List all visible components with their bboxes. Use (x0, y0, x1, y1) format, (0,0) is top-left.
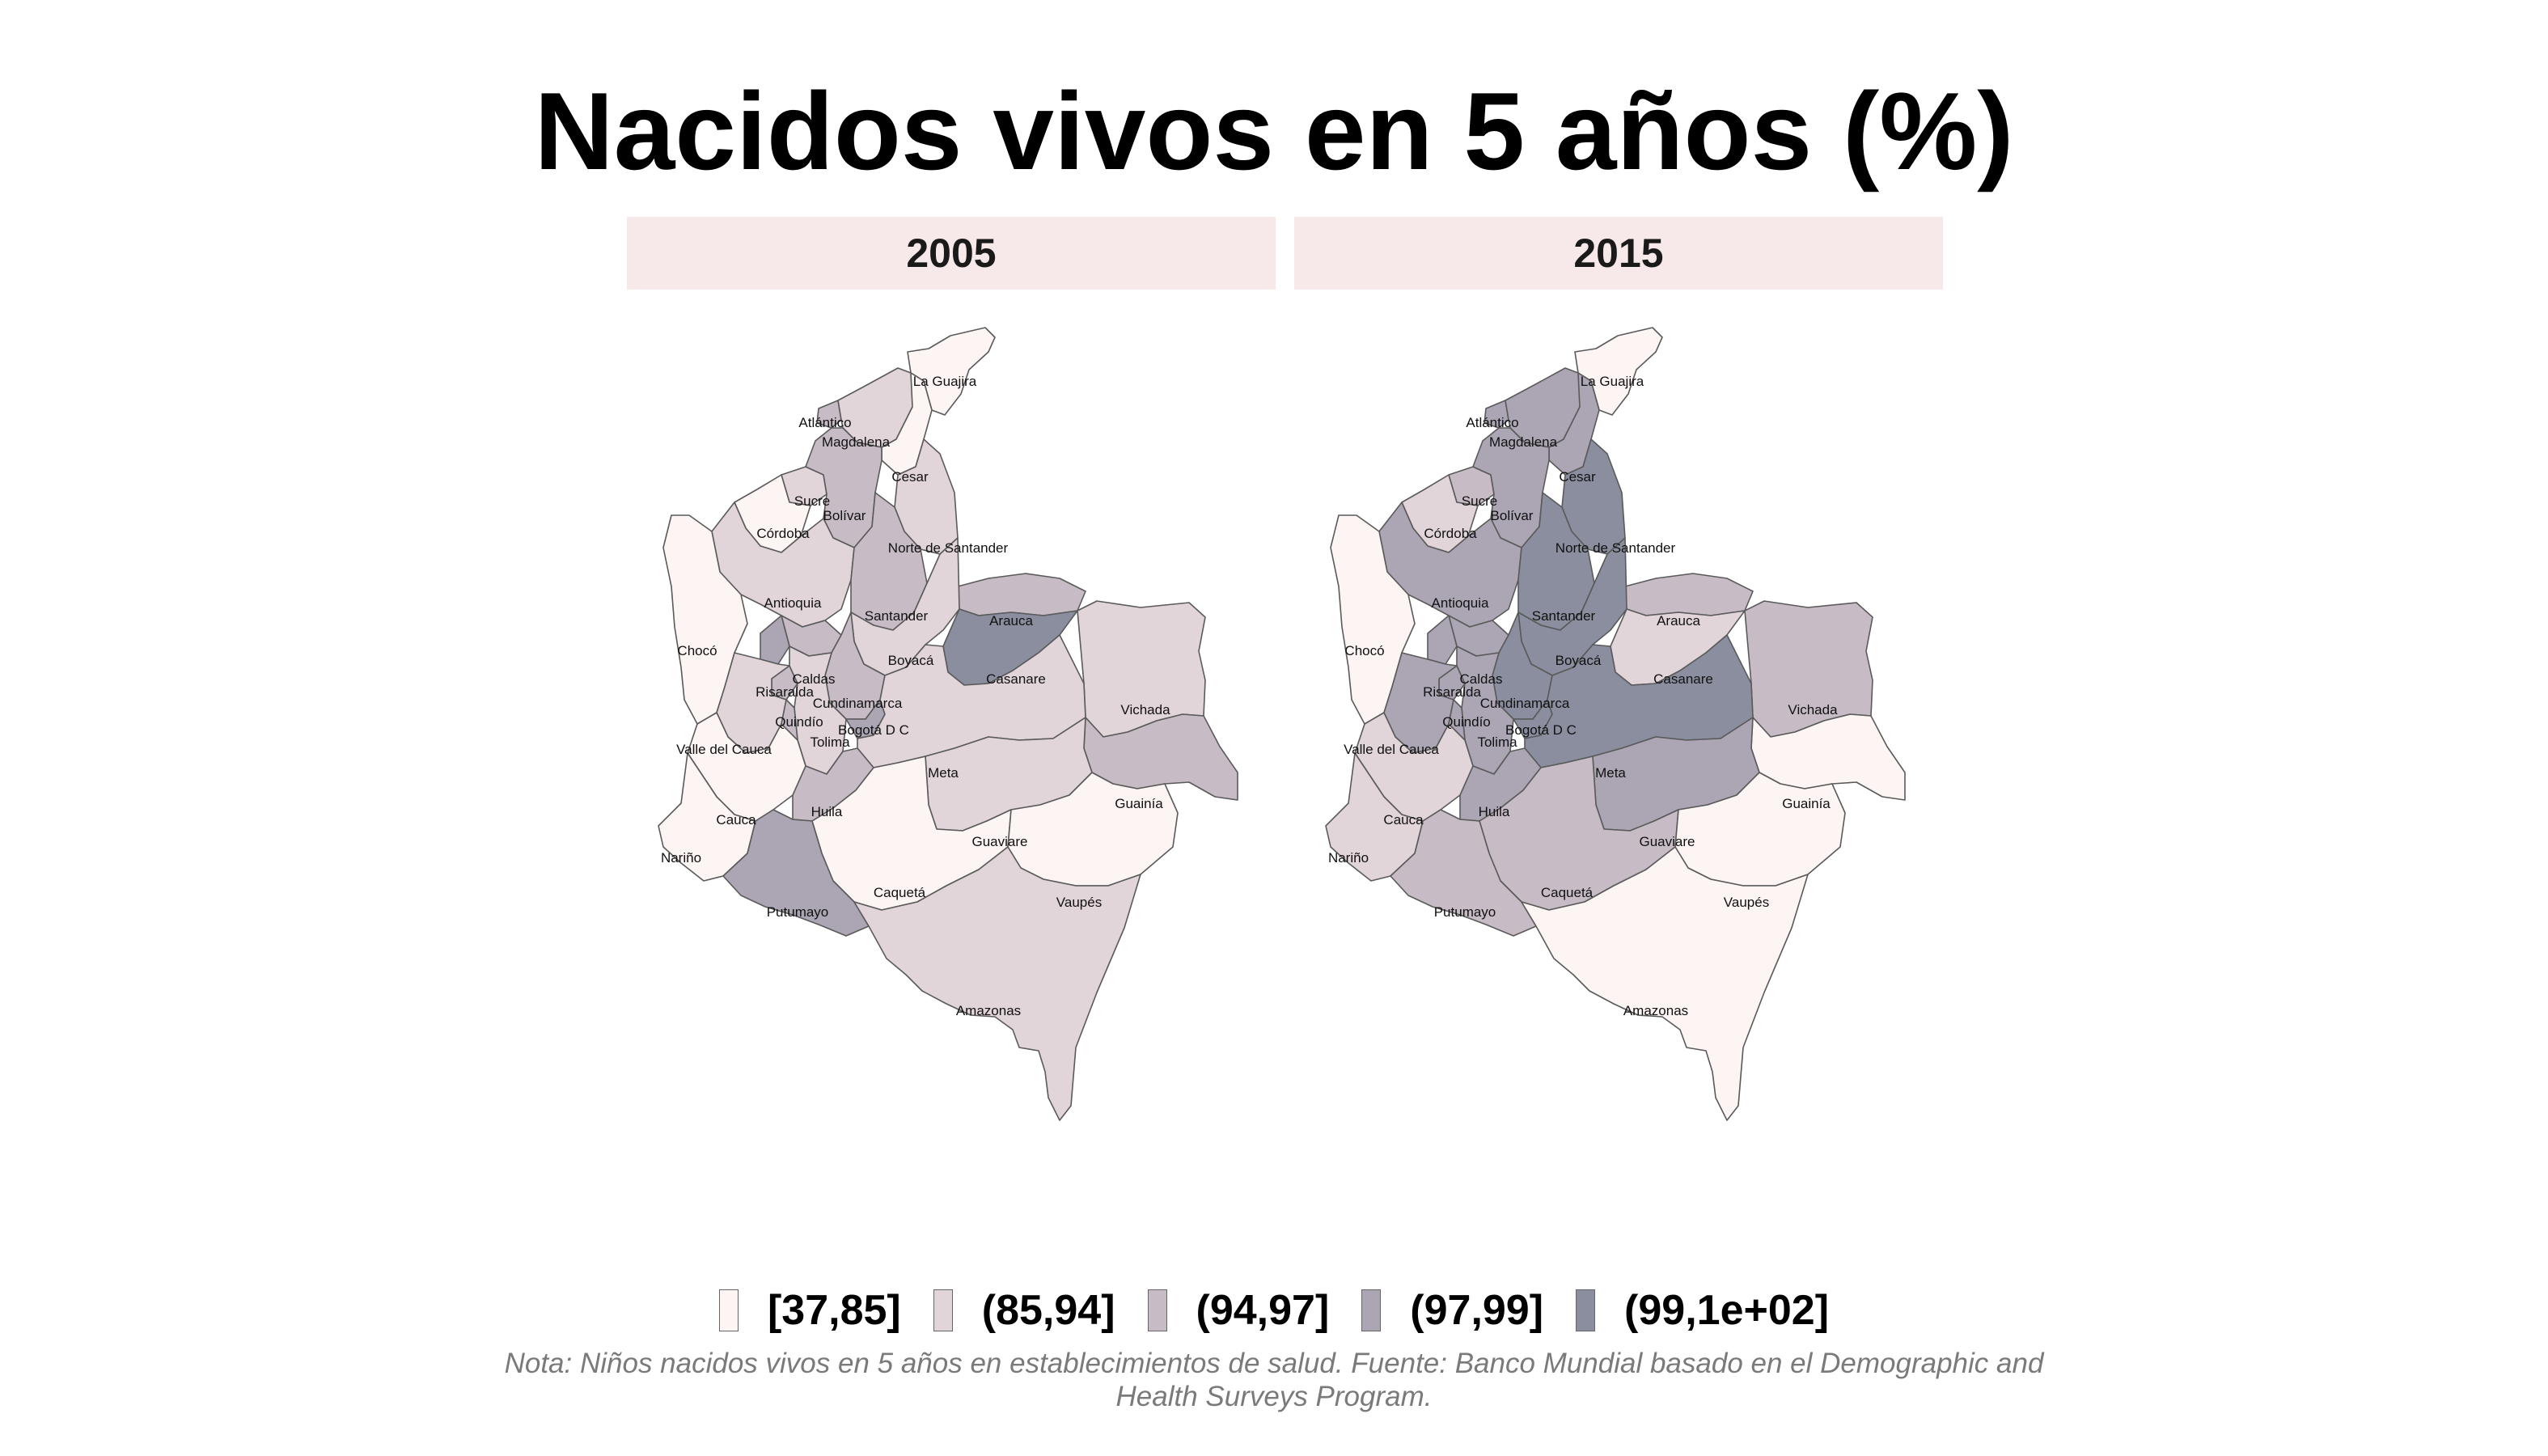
department-label: Valle del Cauca (1344, 742, 1439, 757)
legend-swatch (933, 1289, 953, 1331)
department-label: Cesar (1559, 469, 1596, 485)
department-label: La Guajira (1581, 374, 1644, 389)
department-label: Amazonas (1623, 1003, 1688, 1018)
department-label: Atlántico (798, 415, 851, 430)
department-label: Córdoba (756, 526, 810, 541)
department-label: Amazonas (956, 1003, 1021, 1018)
department-label: Atlántico (1466, 415, 1518, 430)
panel-header-2005: 2005 (627, 217, 1276, 290)
department-label: Chocó (1344, 643, 1384, 658)
department-label: Tolima (810, 734, 850, 750)
department-label: Córdoba (1424, 526, 1477, 541)
department-label: Bolívar (1491, 508, 1534, 523)
department-label: Meta (1595, 765, 1626, 781)
legend-swatch (718, 1289, 739, 1331)
department-putumayo (722, 809, 870, 937)
department-label: Boyacá (1555, 653, 1602, 668)
department-amazonas (1521, 846, 1809, 1121)
department-label: Magdalena (822, 434, 891, 450)
department-label: Santander (1532, 608, 1596, 624)
legend-item: (94,97] (1147, 1286, 1330, 1335)
department-label: Caldas (1460, 671, 1503, 687)
legend-label: (85,94] (981, 1287, 1115, 1334)
legend-item: (97,99] (1361, 1286, 1543, 1335)
department-arauca (957, 573, 1086, 616)
department-risaralda (760, 615, 790, 665)
legend-item: [37,85] (718, 1286, 901, 1335)
department-label: Bogotá D C (838, 722, 909, 738)
department-label: Cundinamarca (1480, 696, 1570, 711)
department-label: Norte de Santander (888, 540, 1009, 556)
department-label: Vaupés (1724, 895, 1769, 910)
legend-item: (99,1e+02] (1576, 1286, 1829, 1335)
legend-swatch (1576, 1289, 1596, 1331)
department-label: Quindío (775, 714, 823, 730)
department-label: Guaviare (1640, 834, 1695, 849)
legend-label: [37,85] (767, 1287, 901, 1334)
department-label: Casanare (986, 671, 1046, 687)
legend-label: (99,1e+02] (1624, 1287, 1830, 1334)
department-label: Tolima (1477, 734, 1517, 750)
legend-label: (97,99] (1410, 1287, 1544, 1334)
legend-item: (85,94] (933, 1286, 1115, 1335)
legend-swatch (1361, 1289, 1382, 1331)
department-label: Magdalena (1489, 434, 1558, 450)
department-label: Guaviare (972, 834, 1028, 849)
department-la-guajira (907, 327, 996, 416)
department-la-guajira (1574, 327, 1663, 416)
department-label: Sucre (794, 493, 830, 509)
department-label: Antioquia (1432, 595, 1489, 611)
department-label: Casanare (1653, 671, 1713, 687)
department-label: Caldas (793, 671, 836, 687)
department-label: Caquetá (874, 885, 926, 900)
department-label: Chocó (677, 643, 717, 658)
department-label: Risaralda (1423, 684, 1481, 700)
department-label: Putumayo (1434, 904, 1496, 920)
department-label: Nariño (1328, 850, 1369, 866)
department-label: Santander (865, 608, 929, 624)
department-label: Cesar (891, 469, 929, 485)
department-label: Guainía (1782, 796, 1831, 811)
department-label: Arauca (989, 613, 1033, 629)
department-label: Arauca (1657, 613, 1700, 629)
department-label: Cundinamarca (813, 696, 903, 711)
source-note: Nota: Niños nacidos vivos en 5 años en e… (504, 1348, 2044, 1412)
panel-header-2015: 2015 (1294, 217, 1943, 290)
department-label: Norte de Santander (1555, 540, 1676, 556)
legend-swatch (1147, 1289, 1167, 1331)
department-label: Bogotá D C (1505, 722, 1577, 738)
department-label: Meta (928, 765, 959, 781)
department-label: Sucre (1462, 493, 1497, 509)
department-label: Nariño (661, 850, 701, 866)
department-label: Vichada (1120, 702, 1170, 717)
department-label: Caquetá (1541, 885, 1594, 900)
department-amazonas (853, 846, 1141, 1121)
department-label: Risaralda (756, 684, 814, 700)
department-label: Guainía (1115, 796, 1163, 811)
department-label: Huila (811, 804, 843, 819)
legend-label: (94,97] (1196, 1287, 1330, 1334)
department-label: Boyacá (888, 653, 934, 668)
department-putumayo (1390, 809, 1537, 937)
legend: [37,85] (85,94] (94,97] (97,99] (99,1e+0… (0, 1286, 2548, 1335)
department-atlántico (816, 400, 842, 429)
department-label: Bolívar (823, 508, 866, 523)
department-atlántico (1484, 400, 1509, 429)
department-label: Cauca (716, 812, 756, 827)
department-label: Vaupés (1056, 895, 1102, 910)
department-label: Cauca (1383, 812, 1424, 827)
department-label: Huila (1479, 804, 1510, 819)
department-label: Putumayo (767, 904, 829, 920)
choropleth-map-2015: La GuajiraAtlánticoMagdalenaCesarSucreBo… (1325, 327, 1906, 1121)
department-label: La Guajira (913, 374, 977, 389)
department-risaralda (1427, 615, 1458, 665)
department-label: Antioquia (764, 595, 822, 611)
choropleth-map-2005: La GuajiraAtlánticoMagdalenaCesarSucreBo… (658, 327, 1238, 1121)
department-label: Quindío (1442, 714, 1491, 730)
map-title: Nacidos vivos en 5 años (%) (534, 70, 2014, 193)
department-arauca (1624, 573, 1754, 616)
department-label: Valle del Cauca (676, 742, 772, 757)
department-label: Vichada (1788, 702, 1838, 717)
